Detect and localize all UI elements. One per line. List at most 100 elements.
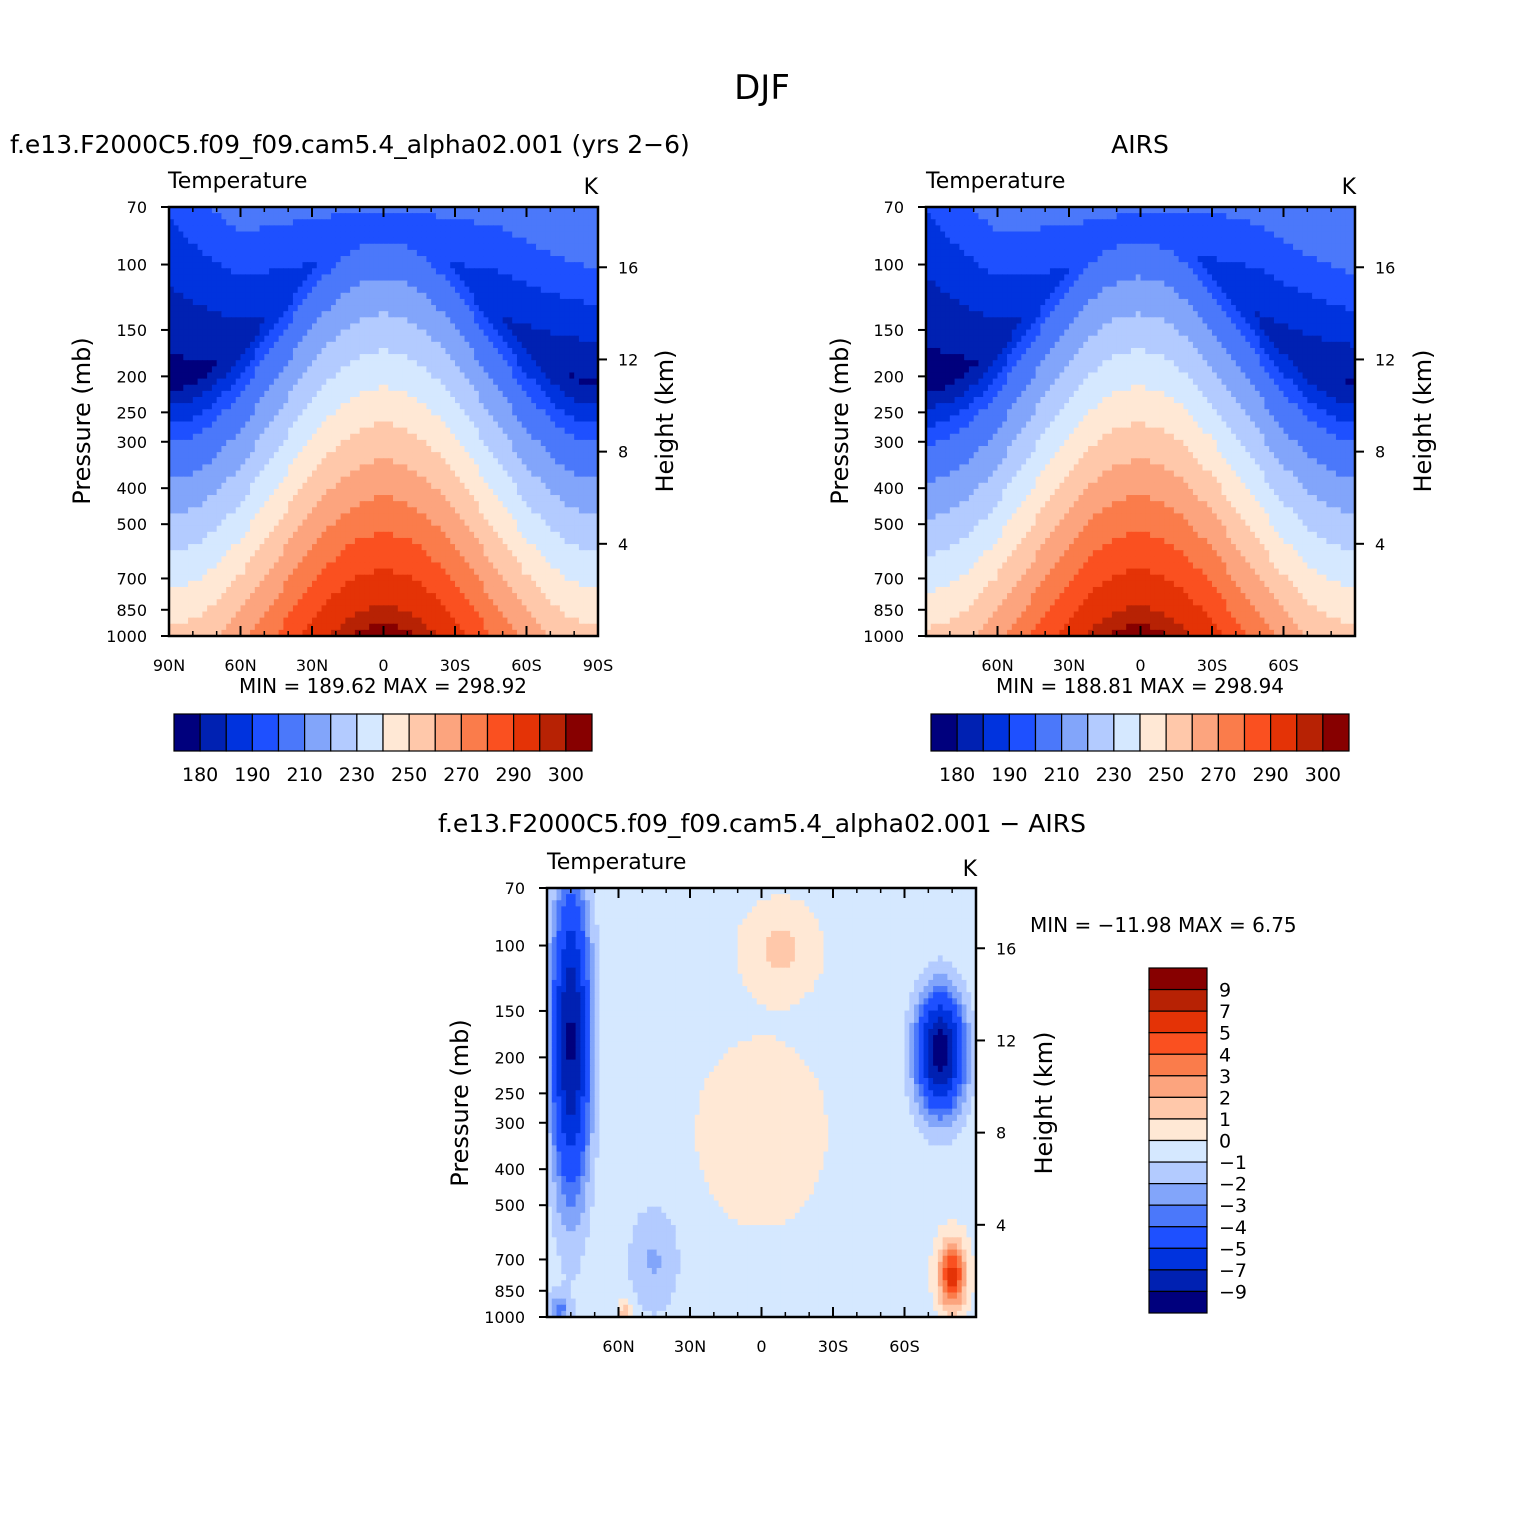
heatmap-cell [555,427,561,435]
heatmap-cell [250,446,256,453]
heatmap-cell [512,311,518,318]
heatmap-cell [283,446,289,453]
heatmap-cell [402,274,408,282]
heatmap-cell [297,286,304,294]
heatmap-cell [178,390,184,398]
heatmap-cell [488,256,494,263]
heatmap-cell [512,268,518,276]
heatmap-cell [493,219,499,226]
heatmap-cell [240,446,246,453]
heatmap-cell [531,403,537,410]
heatmap-cell [312,433,318,441]
heatmap-cell [369,329,375,337]
heatmap-cell [578,231,585,239]
heatmap-cell [354,409,361,416]
heatmap-cell [288,433,294,441]
heatmap-cell [550,421,556,429]
heatmap-cell [202,249,208,257]
heatmap-cell [574,317,580,325]
heatmap-cell [550,415,556,423]
heatmap-cell [426,286,432,294]
heatmap-cell [488,403,494,410]
heatmap-cell [383,237,389,245]
heatmap-cell [230,292,237,300]
heatmap-cell [478,507,485,515]
heatmap-cell [259,537,265,545]
heatmap-cell [292,501,299,508]
heatmap-cell [536,286,542,294]
heatmap-cell [197,396,203,404]
heatmap-cell [388,311,394,318]
heatmap-cell [493,470,499,478]
heatmap-cell [316,458,323,465]
heatmap-cell [331,298,337,306]
heatmap-cell [540,439,547,447]
heatmap-cell [578,513,585,521]
heatmap-cell [445,243,451,251]
heatmap-cell [178,305,184,312]
heatmap-cell [412,439,418,447]
heatmap-cell [335,531,342,539]
heatmap-cell [373,366,380,374]
heatmap-cell [350,274,356,282]
heatmap-cell [273,329,280,337]
heatmap-cell [302,268,308,276]
heatmap-cell [397,311,404,318]
heatmap-cell [173,262,180,269]
heatmap-cell [393,433,399,441]
heatmap-cell [359,243,366,251]
heatmap-cell [226,366,232,374]
heatmap-cell [369,427,375,435]
heatmap-cell [431,268,437,276]
heatmap-cell [402,311,408,318]
heatmap-cell [364,537,370,545]
heatmap-cell [478,207,485,214]
heatmap-cell [302,464,308,472]
heatmap-cell [593,323,599,331]
heatmap-cell [250,384,256,392]
heatmap-cell [497,403,504,410]
heatmap-cell [183,262,189,269]
heatmap-cell [226,323,232,331]
heatmap-cell [307,403,313,410]
heatmap-cell [469,372,475,380]
heatmap-cell [578,366,585,374]
heatmap-cell [464,384,470,392]
heatmap-cell [545,341,551,349]
heatmap-cell [469,347,475,355]
heatmap-cell [507,311,513,318]
heatmap-cell [574,262,580,269]
heatmap-cell [493,317,499,325]
heatmap-cell [478,531,485,539]
heatmap-cell [521,476,528,484]
heatmap-cell [326,305,332,312]
heatmap-cell [211,513,218,521]
heatmap-cell [278,360,284,367]
heatmap-cell [521,298,528,306]
heatmap-cell [507,446,513,453]
heatmap-cell [211,231,218,239]
heatmap-cell [435,366,442,374]
heatmap-cell [378,262,385,269]
heatmap-cell [574,446,580,453]
heatmap-cell [426,525,432,533]
heatmap-cell [316,488,323,496]
heatmap-cell [250,237,256,245]
heatmap-cell [393,347,399,355]
heatmap-cell [207,421,213,429]
heatmap-cell [216,268,223,276]
heatmap-cell [302,219,308,226]
heatmap-cell [350,207,356,214]
heatmap-cell [488,249,494,257]
heatmap-cell [455,207,461,214]
heatmap-cell [578,403,585,410]
heatmap-cell [369,501,375,508]
heatmap-cell [292,329,299,337]
heatmap-cell [407,403,413,410]
heatmap-cell [235,280,242,288]
heatmap-cell [226,495,232,502]
heatmap-cell [340,341,346,349]
heatmap-cell [469,421,475,429]
heatmap-cell [521,341,528,349]
heatmap-cell [264,219,270,226]
